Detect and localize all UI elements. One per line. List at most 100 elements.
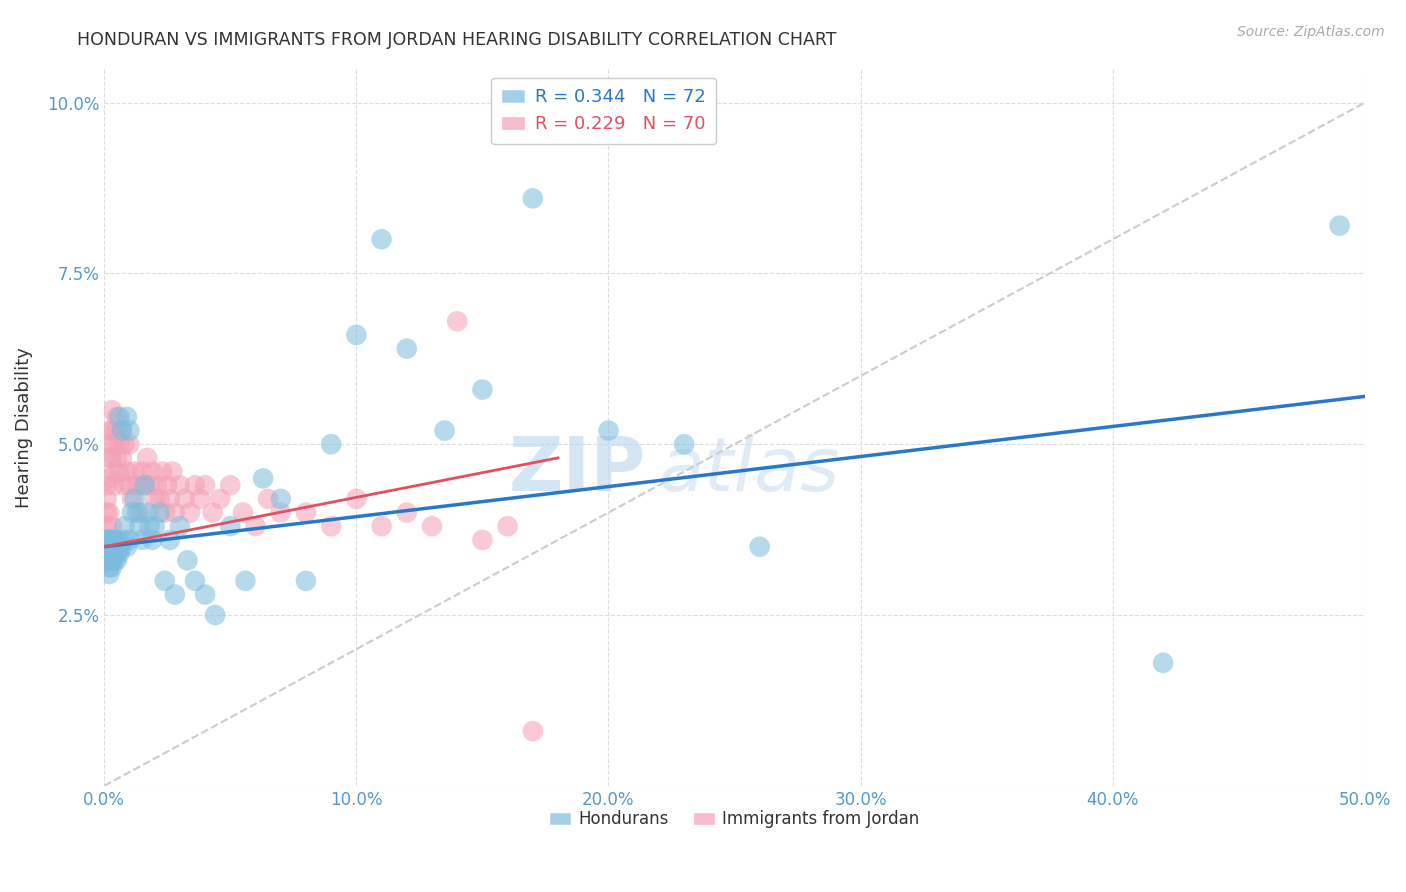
Point — [103, 547, 125, 561]
Point — [101, 553, 124, 567]
Point — [134, 478, 156, 492]
Point — [370, 232, 392, 246]
Point — [270, 506, 292, 520]
Point — [101, 547, 124, 561]
Point — [115, 465, 138, 479]
Point — [101, 519, 124, 533]
Point — [149, 491, 172, 506]
Point — [98, 533, 121, 547]
Point — [169, 478, 191, 492]
Point — [98, 553, 121, 567]
Point — [156, 478, 179, 492]
Point — [232, 506, 254, 520]
Point — [98, 471, 121, 485]
Point — [111, 424, 134, 438]
Point — [1329, 219, 1351, 233]
Point — [162, 465, 184, 479]
Point — [174, 491, 197, 506]
Point — [101, 533, 124, 547]
Point — [125, 506, 148, 520]
Point — [96, 491, 118, 506]
Point — [121, 491, 143, 506]
Point — [176, 553, 198, 567]
Point — [209, 491, 232, 506]
Point — [98, 567, 121, 582]
Point — [295, 574, 318, 588]
Point — [1152, 656, 1174, 670]
Point — [108, 437, 131, 451]
Point — [496, 519, 519, 533]
Point — [112, 478, 135, 492]
Point — [101, 560, 124, 574]
Point — [98, 437, 121, 451]
Point — [96, 553, 118, 567]
Point — [153, 574, 176, 588]
Point — [471, 383, 494, 397]
Point — [118, 533, 141, 547]
Point — [125, 478, 148, 492]
Point — [118, 424, 141, 438]
Point — [96, 478, 118, 492]
Point — [141, 533, 163, 547]
Point — [98, 506, 121, 520]
Point — [128, 519, 150, 533]
Point — [252, 471, 274, 485]
Point — [96, 533, 118, 547]
Point — [204, 607, 226, 622]
Point — [134, 478, 156, 492]
Point — [105, 409, 128, 424]
Point — [103, 478, 125, 492]
Point — [96, 533, 118, 547]
Point — [103, 465, 125, 479]
Point — [201, 506, 224, 520]
Point — [98, 547, 121, 561]
Point — [188, 491, 211, 506]
Point — [370, 519, 392, 533]
Point — [101, 540, 124, 554]
Point — [112, 437, 135, 451]
Point — [184, 478, 207, 492]
Point — [163, 506, 186, 520]
Point — [321, 437, 343, 451]
Point — [124, 491, 146, 506]
Point — [105, 533, 128, 547]
Point — [344, 491, 367, 506]
Y-axis label: Hearing Disability: Hearing Disability — [15, 347, 32, 508]
Point — [395, 342, 418, 356]
Point — [149, 506, 172, 520]
Point — [101, 540, 124, 554]
Point — [138, 519, 160, 533]
Point — [101, 403, 124, 417]
Point — [101, 450, 124, 465]
Point — [108, 547, 131, 561]
Point — [98, 424, 121, 438]
Legend: Hondurans, Immigrants from Jordan: Hondurans, Immigrants from Jordan — [543, 804, 925, 835]
Point — [108, 465, 131, 479]
Point — [115, 409, 138, 424]
Point — [105, 450, 128, 465]
Point — [257, 491, 280, 506]
Point — [121, 506, 143, 520]
Point — [136, 450, 159, 465]
Point — [446, 314, 468, 328]
Point — [136, 506, 159, 520]
Point — [118, 478, 141, 492]
Point — [163, 587, 186, 601]
Point — [420, 519, 443, 533]
Point — [295, 506, 318, 520]
Point — [471, 533, 494, 547]
Point — [321, 519, 343, 533]
Point — [98, 533, 121, 547]
Point — [111, 540, 134, 554]
Text: Source: ZipAtlas.com: Source: ZipAtlas.com — [1237, 25, 1385, 39]
Point — [105, 547, 128, 561]
Point — [101, 424, 124, 438]
Point — [138, 478, 160, 492]
Point — [748, 540, 770, 554]
Point — [245, 519, 267, 533]
Point — [98, 450, 121, 465]
Text: ZIP: ZIP — [509, 434, 647, 507]
Point — [112, 533, 135, 547]
Point — [111, 450, 134, 465]
Point — [395, 506, 418, 520]
